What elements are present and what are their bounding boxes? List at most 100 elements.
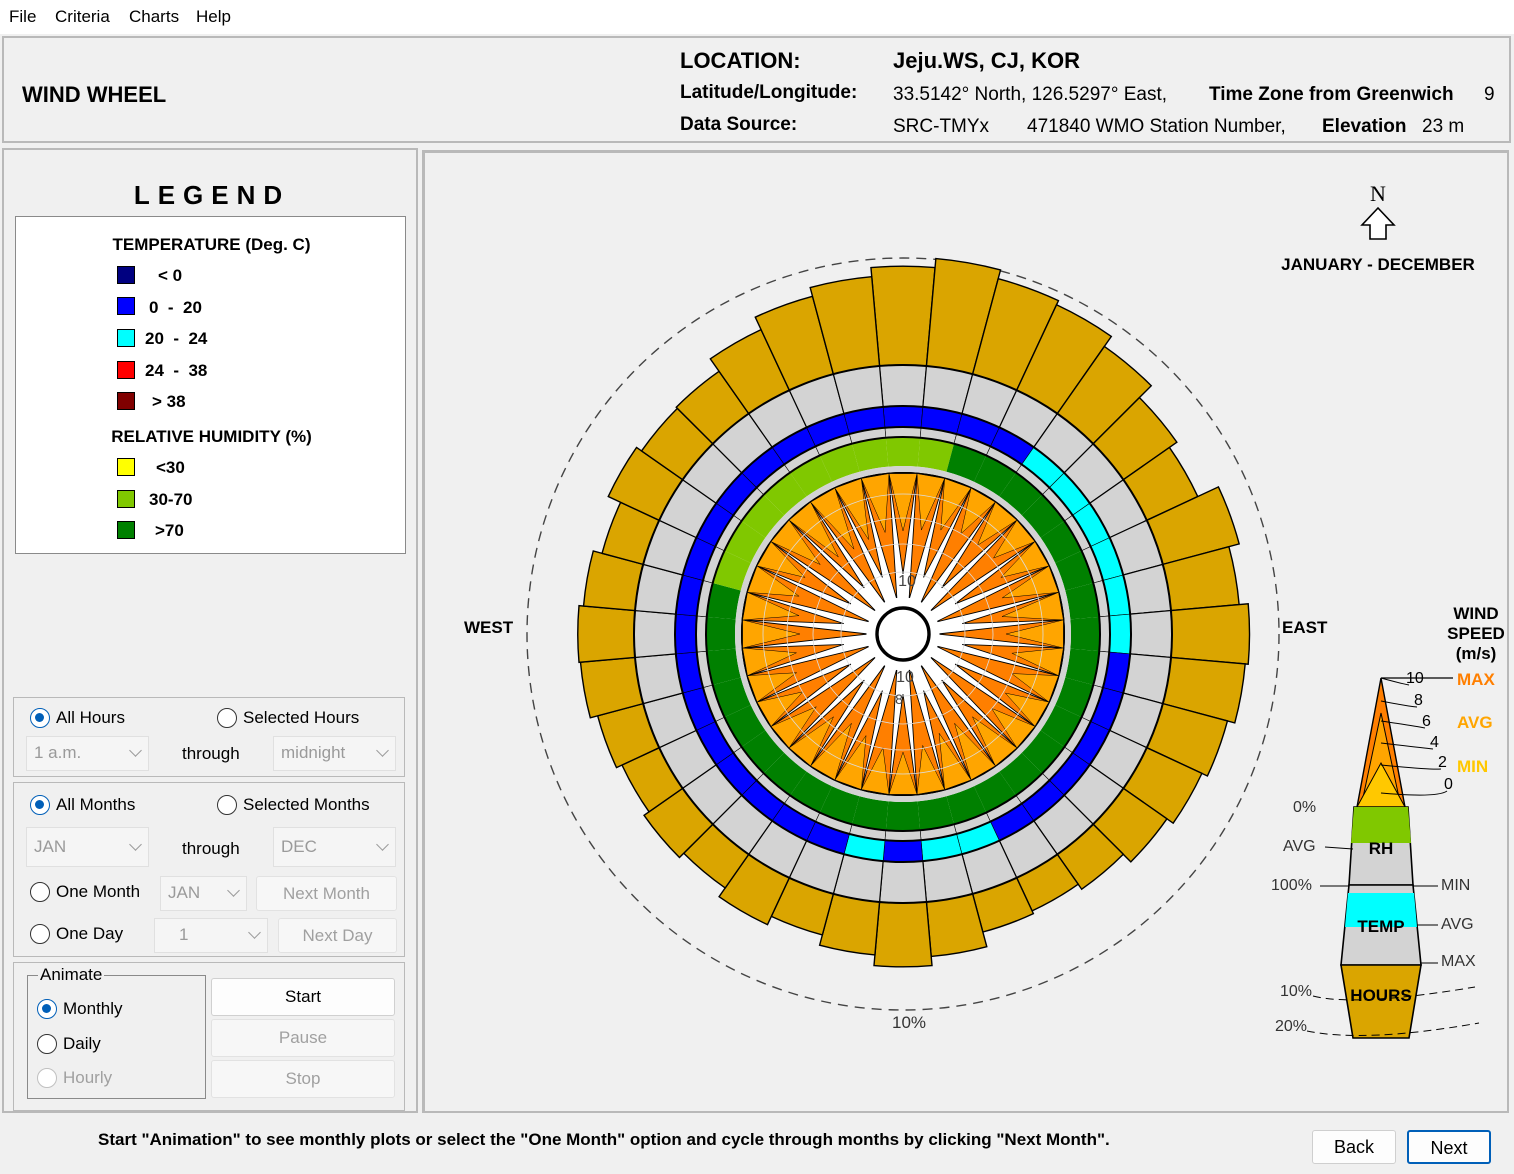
hourly-label: Hourly [63,1068,113,1087]
wind-avg-spike [1002,565,1059,599]
next-month-button[interactable]: Next Month [256,876,397,911]
one-day-radio[interactable]: One Day [30,924,123,944]
rh-avg-segment [706,648,741,685]
temp-label: 24 - 38 [145,361,208,380]
wind-avg-spike [810,723,852,781]
next-day-button[interactable]: Next Day [278,918,397,953]
months-from-select[interactable]: JAN [26,827,149,867]
rh-range-segment [806,481,835,503]
left-panel: LEGEND TEMPERATURE (Deg. C) < 0 0 - 20 2… [2,148,418,1113]
rh-range-segment [740,563,758,593]
rh-avg-segment [1040,521,1082,564]
rh-avg-segment [724,704,766,747]
radio-unchecked-icon [217,708,237,728]
rh-range-segment [1034,702,1056,731]
all-months-radio[interactable]: All Months [30,795,135,815]
next-button[interactable]: Next [1407,1130,1491,1164]
hourly-radio[interactable]: Hourly [37,1068,112,1088]
rh-range-segment [1034,537,1056,566]
menu-help[interactable]: Help [196,7,231,26]
rh-avg-segment [819,443,860,482]
hours-bar [577,604,636,664]
key-speed-tick-label: 0 [1444,776,1453,793]
hours-group: All Hours Selected Hours 1 a.m. through … [13,697,405,777]
chevron-down-icon [376,744,389,757]
back-button[interactable]: Back [1312,1130,1396,1164]
daily-radio[interactable]: Daily [37,1034,101,1054]
rh-avg-segment [999,752,1043,796]
temp-avg-segment [882,405,924,429]
one-month-radio[interactable]: One Month [30,882,140,902]
rh-range-segment [1058,590,1071,620]
wind-avg-spike [747,672,798,703]
key-rh-avg: AVG [1283,838,1316,855]
one-day-select[interactable]: 1 [154,918,268,953]
wind-avg-spike [742,619,801,649]
rh-range-segment [735,619,743,649]
one-month-select[interactable]: JAN [160,876,247,911]
rh-range-segment [750,702,772,731]
band-outline [633,364,1173,904]
temp-label: < 0 [158,266,183,285]
monthly-radio[interactable]: Monthly [37,999,123,1019]
animate-group: Animate Monthly Daily Hourly Start Pause… [13,962,405,1111]
rh-avg-segment [790,771,833,813]
rh-avg-segment [852,437,889,472]
wind-avg-spike [960,487,996,535]
temp-max-segment [1129,609,1173,659]
start-button[interactable]: Start [211,978,395,1016]
temp-swatch [117,329,135,347]
wind-avg-spike [742,647,798,677]
all-hours-radio[interactable]: All Hours [30,708,125,728]
months-to-value: DEC [281,837,317,856]
selected-months-radio[interactable]: Selected Months [217,795,370,815]
hours-from-select[interactable]: 1 a.m. [26,736,149,771]
speed-gridline [786,517,1020,751]
hours-to-select[interactable]: midnight [273,736,396,771]
inner-speed-label: 10 [898,573,916,590]
menu-charts[interactable]: Charts [129,7,180,26]
hours-to-value: midnight [281,743,346,762]
monthly-label: Monthly [63,999,123,1018]
temp-max-segment [878,364,928,408]
key-min-label: MIN [1457,757,1488,776]
wind-avg-spike [1005,619,1064,649]
wind-avg-spike [788,716,835,767]
months-to-select[interactable]: DEC [273,827,396,867]
daily-label: Daily [63,1034,101,1053]
rh-avg-segment [917,437,954,472]
chevron-down-icon [129,838,142,851]
humidity-legend-header: RELATIVE HUMIDITY (%) [111,427,312,446]
pause-button[interactable]: Pause [211,1019,395,1057]
one-day-label: One Day [56,924,124,943]
key-rh-avg-line [1324,846,1354,850]
chevron-down-icon [227,884,240,897]
rh-range-segment [784,747,811,772]
rh-range-segment [1048,563,1066,593]
hours-bar [873,901,933,968]
rh-avg-segment [917,796,954,831]
rh-avg-segment [885,436,921,467]
wind-avg-spike [954,723,996,781]
months-through-label: through [182,839,240,858]
menu-file[interactable]: File [9,7,37,26]
one-day-value: 1 [179,925,189,944]
rh-range-segment [859,466,889,479]
one-month-value: JAN [168,883,201,902]
key-speed-tick-label: 8 [1414,692,1423,709]
rh-range-segment [750,537,772,566]
source-value: SRC-TMYx [893,116,990,137]
hours-from-value: 1 a.m. [34,743,82,762]
stop-button[interactable]: Stop [211,1060,395,1098]
months-group: All Months Selected Months JAN through D… [13,782,405,957]
wind-avg-spike [916,473,946,531]
all-months-label: All Months [56,795,136,814]
rh-label: <30 [156,458,185,477]
rh-swatch [117,521,135,539]
east-label: EAST [1282,618,1328,637]
location-label: LOCATION: [680,48,801,73]
latlon-value: 33.5142° North, 126.5297° East, [893,84,1167,105]
menu-criteria[interactable]: Criteria [55,7,110,26]
selected-hours-radio[interactable]: Selected Hours [217,708,359,728]
legend-title: LEGEND [133,180,291,210]
